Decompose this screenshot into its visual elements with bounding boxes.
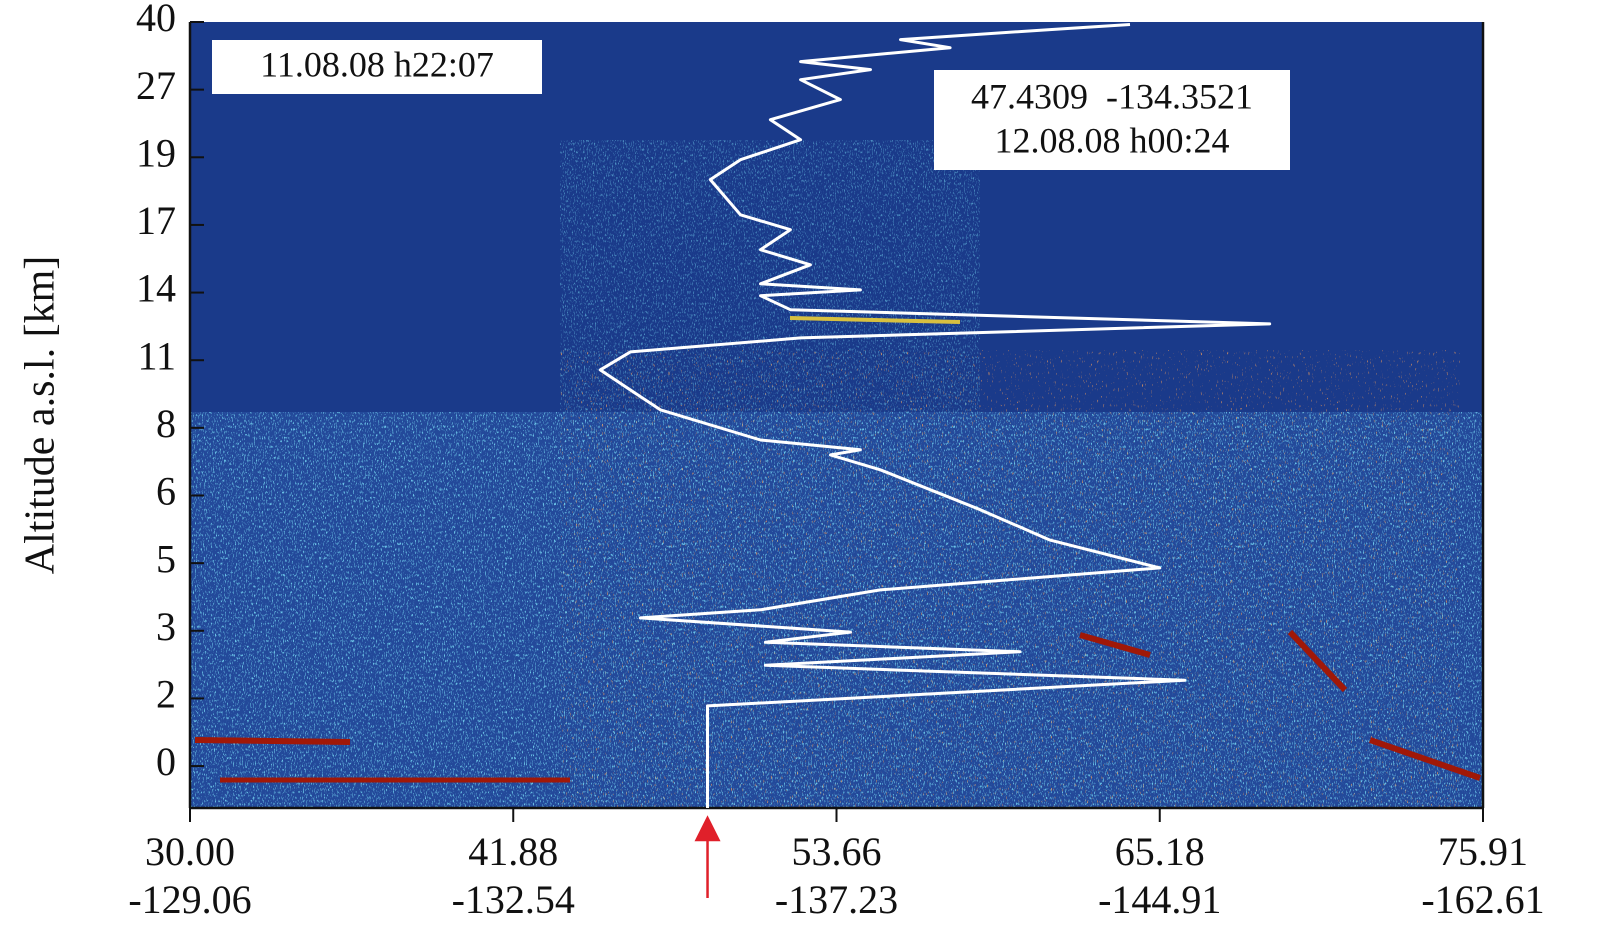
backscatter-streaks xyxy=(194,316,1481,783)
y-tick-label: 27 xyxy=(136,63,176,108)
annotation-box xyxy=(934,70,1290,170)
annotation-box xyxy=(212,40,542,94)
annotation: 12.08.08 h00:24 xyxy=(994,120,1229,160)
x-tick-label-lon: -137.23 xyxy=(775,877,898,922)
y-tick-label: 0 xyxy=(156,739,176,784)
x-tick-label: 53.66 xyxy=(792,829,882,874)
annotation: 47.4309 -134.3521 xyxy=(971,76,1253,116)
x-tick-label: 30.00 xyxy=(145,829,235,874)
y-tick-label: 40 xyxy=(136,0,176,40)
x-tick-label-lon: -162.61 xyxy=(1421,877,1544,922)
y-tick-label: 14 xyxy=(136,266,176,311)
x-tick-label: 65.18 xyxy=(1115,829,1205,874)
x-tick-label-lon: -129.06 xyxy=(128,877,251,922)
x-tick-label: 41.88 xyxy=(468,829,558,874)
y-tick-label: 5 xyxy=(156,536,176,581)
y-tick-label: 19 xyxy=(136,130,176,175)
x-tick-label-lon: -144.91 xyxy=(1098,877,1221,922)
y-tick-label: 2 xyxy=(156,672,176,717)
x-tick-label: 75.91 xyxy=(1438,829,1528,874)
y-tick-label: 11 xyxy=(137,333,176,378)
profile-line xyxy=(598,23,1272,808)
start-marker xyxy=(694,815,721,898)
annotation: 11.08.08 h22:07 xyxy=(260,44,494,84)
x-tick-label-lon: -132.54 xyxy=(452,877,575,922)
y-tick-label: 8 xyxy=(156,401,176,446)
y-tick-label: 17 xyxy=(136,198,176,243)
y-tick-label: 6 xyxy=(156,469,176,514)
y-axis-label: Altitude a.s.l. [km] xyxy=(18,256,64,574)
y-tick-label: 3 xyxy=(156,604,176,649)
